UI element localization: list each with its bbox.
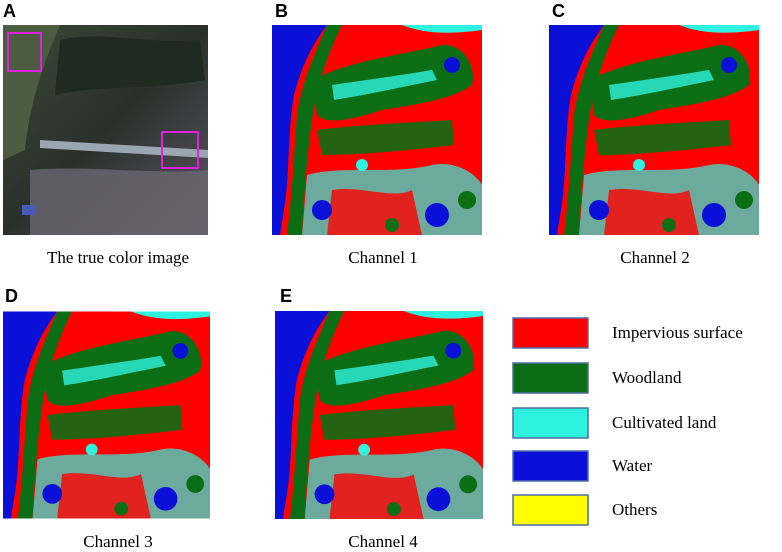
legend-label: Woodland [612, 368, 682, 387]
panel-caption: Channel 4 [348, 532, 418, 551]
map-image [272, 25, 482, 235]
panel-label: E [280, 286, 292, 306]
legend-swatch [512, 407, 589, 439]
map-image [275, 311, 483, 519]
legend-label: Water [612, 456, 652, 475]
map-image [3, 311, 210, 519]
panel-label: B [275, 1, 288, 21]
panel-label: C [552, 1, 565, 21]
legend-label: Cultivated land [612, 413, 717, 432]
panel-caption: Channel 3 [83, 532, 152, 551]
true-color-image [3, 25, 208, 235]
legend-label: Others [612, 500, 657, 519]
panel-caption: Channel 2 [620, 248, 689, 267]
legend-swatch [512, 317, 589, 349]
panel-caption: The true color image [47, 248, 189, 267]
legend-swatch [512, 494, 589, 526]
legend-label: Impervious surface [612, 323, 743, 342]
map-image [549, 25, 759, 235]
legend: Impervious surface Woodland Cultivated lan… [512, 317, 743, 526]
panel-caption: Channel 1 [348, 248, 417, 267]
legend-swatch [512, 450, 589, 482]
panel-label: A [3, 1, 16, 21]
panel-label: D [5, 286, 18, 306]
legend-swatch [512, 362, 589, 394]
